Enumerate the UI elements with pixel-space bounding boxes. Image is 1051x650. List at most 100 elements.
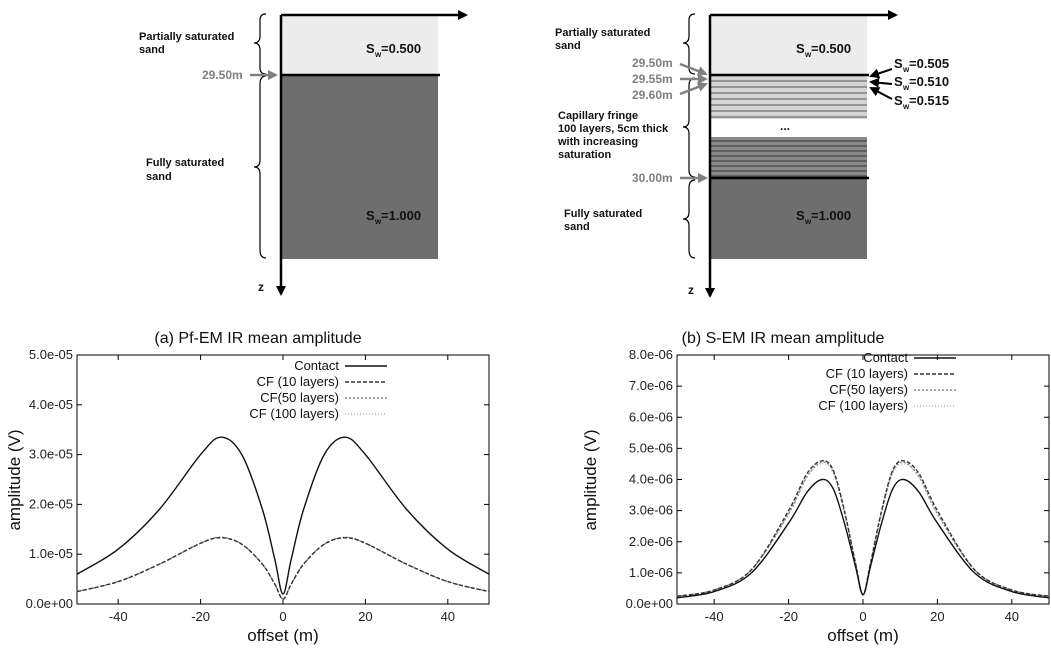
x-tick-label: 20 xyxy=(930,609,944,624)
interface-depth-label: 29.50m xyxy=(202,68,243,82)
y-tick-label: 8.0e-06 xyxy=(629,347,673,362)
svg-text:w: w xyxy=(902,65,910,74)
svg-text:S: S xyxy=(894,74,903,89)
svg-text:=0.510: =0.510 xyxy=(909,74,949,89)
fringe-label-line1: Capillary fringe xyxy=(558,110,638,122)
y-tick-label: 0.0e+00 xyxy=(26,596,73,611)
layer-sw-arrow-2 xyxy=(869,87,893,100)
full-sat-label-line1: Fully saturated xyxy=(564,208,642,220)
svg-text:S: S xyxy=(796,41,805,56)
partial-sat-label-line1: Partially saturated xyxy=(139,31,234,43)
y-tick-label: 1.0e-05 xyxy=(29,546,73,561)
layer-sw-label-1: S w =0.510 xyxy=(894,74,949,92)
brace-bottom xyxy=(253,75,267,259)
z-axis-label: z xyxy=(688,283,694,297)
y-tick-label: 4.0e-06 xyxy=(629,472,673,487)
x-tick-label: 0 xyxy=(279,609,286,624)
svg-text:S: S xyxy=(366,41,375,56)
legend: Contact CF (10 layers) CF(50 layers) CF … xyxy=(249,358,387,421)
fringe-ellipsis: ... xyxy=(780,119,790,133)
brace-top xyxy=(253,13,267,75)
x-tick-label: 40 xyxy=(1005,609,1019,624)
series-line-contact xyxy=(76,436,490,595)
layer-sw-label-2: S w =0.515 xyxy=(894,93,949,111)
y-axis-label: amplitude (V) xyxy=(5,429,24,530)
y-tick-label: 5.0e-05 xyxy=(29,347,73,362)
svg-text:=0.500: =0.500 xyxy=(381,41,421,56)
bottom-sw-label: S w =1.000 xyxy=(796,208,851,226)
bottom-sw-label: S w =1.000 xyxy=(366,208,421,226)
partial-sat-layer xyxy=(710,15,867,75)
y-tick-label: 6.0e-06 xyxy=(629,409,673,424)
svg-text:w: w xyxy=(902,102,910,111)
chart-title: (b) S-EM IR mean amplitude xyxy=(682,330,885,347)
brace-bottom xyxy=(682,179,696,259)
y-tick-label: 3.0e-05 xyxy=(29,447,73,462)
series-line-cf-100-layers- xyxy=(76,536,490,600)
fringe-label-line4: saturation xyxy=(558,149,611,161)
x-axis-label: offset (m) xyxy=(247,626,318,645)
x-tick-label: -40 xyxy=(705,609,724,624)
svg-text:S: S xyxy=(894,56,903,71)
y-tick-label: 1.0e-06 xyxy=(629,565,673,580)
full-sat-label-line2: sand xyxy=(564,221,590,233)
fringe-lower-bg xyxy=(710,137,867,178)
depth-label-30-00: 30.00m xyxy=(632,171,673,185)
x-axis-label: offset (m) xyxy=(827,626,898,645)
depth-arrow-29-50 xyxy=(679,62,708,76)
fringe-upper-bg xyxy=(710,75,867,119)
x-tick-label: 40 xyxy=(441,609,455,624)
svg-text:w: w xyxy=(374,50,382,59)
depth-label-29-55: 29.55m xyxy=(632,72,673,86)
chart-a: (a) Pf-EM IR mean amplitude -40 -20 0 20 40 0… xyxy=(5,330,490,645)
svg-text:w: w xyxy=(902,83,910,92)
series-line-contact xyxy=(676,478,1050,599)
y-axis-label: amplitude (V) xyxy=(581,429,600,530)
legend-label-3: CF (100 layers) xyxy=(818,398,908,413)
legend-label-1: CF (10 layers) xyxy=(826,366,908,381)
fringe-label-line3: with increasing xyxy=(557,136,638,148)
chart-b: (b) S-EM IR mean amplitude -40 -20 0 20 40 0.… xyxy=(581,330,1050,645)
y-tick-label: 0.0e+00 xyxy=(626,596,673,611)
top-sw-label: S w =0.500 xyxy=(366,41,421,59)
legend-label-3: CF (100 layers) xyxy=(249,406,339,421)
svg-text:S: S xyxy=(796,208,805,223)
legend-label-0: Contact xyxy=(294,358,339,373)
full-sat-layer xyxy=(281,75,438,259)
series-line-cf-50-layers- xyxy=(676,461,1050,597)
svg-text:=1.000: =1.000 xyxy=(381,208,421,223)
chart-title: (a) Pf-EM IR mean amplitude xyxy=(154,330,361,347)
y-tick-label: 4.0e-05 xyxy=(29,397,73,412)
svg-text:S: S xyxy=(894,93,903,108)
series-line-cf-50-layers- xyxy=(76,536,490,600)
x-tick-label: -20 xyxy=(779,609,798,624)
brace-middle xyxy=(682,77,696,178)
series-line-cf-10-layers- xyxy=(76,537,490,600)
full-sat-layer xyxy=(710,178,867,259)
legend-label-2: CF(50 layers) xyxy=(260,390,339,405)
brace-top xyxy=(682,13,696,75)
legend-label-1: CF (10 layers) xyxy=(257,374,339,389)
diagram-b: z ... Partially saturated sand Capillary… xyxy=(555,10,949,298)
partial-sat-label-line1: Partially saturated xyxy=(555,27,650,39)
partial-sat-label-line2: sand xyxy=(555,40,581,52)
svg-text:S: S xyxy=(366,208,375,223)
full-sat-label-line2: sand xyxy=(146,171,172,183)
depth-label-29-50: 29.50m xyxy=(632,56,673,70)
depth-label-29-60: 29.60m xyxy=(632,88,673,102)
svg-text:w: w xyxy=(804,50,812,59)
svg-text:w: w xyxy=(804,217,812,226)
svg-text:=0.515: =0.515 xyxy=(909,93,949,108)
y-tick-label: 2.0e-05 xyxy=(29,496,73,511)
fringe-label-line2: 100 layers, 5cm thick xyxy=(558,123,669,135)
svg-text:=1.000: =1.000 xyxy=(811,208,851,223)
x-tick-label: 0 xyxy=(859,609,866,624)
z-axis-label: z xyxy=(258,280,264,294)
fringe-layer-lines xyxy=(710,80,867,177)
legend-label-2: CF(50 layers) xyxy=(829,382,908,397)
layer-sw-label-0: S w =0.505 xyxy=(894,56,949,74)
svg-text:=0.505: =0.505 xyxy=(909,56,949,71)
legend: Contact CF (10 layers) CF(50 layers) CF … xyxy=(818,350,956,413)
layer-sw-arrow-1 xyxy=(869,77,893,88)
